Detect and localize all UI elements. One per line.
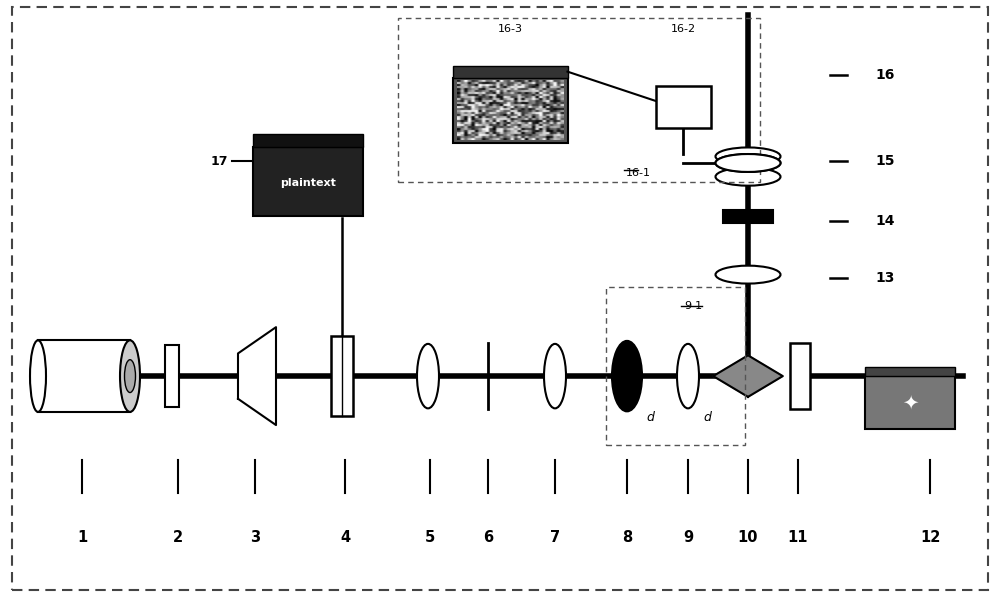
Text: plaintext: plaintext [280,178,336,188]
Text: 13: 13 [875,270,894,285]
Text: 17: 17 [210,155,228,168]
Bar [331,336,353,417]
Text: 1: 1 [77,530,87,545]
Text: 14: 14 [875,214,895,228]
Text: 3: 3 [250,530,260,545]
Text: 15: 15 [875,154,895,168]
Text: 4: 4 [340,530,350,545]
Text: 9: 9 [683,530,693,545]
Text: 10: 10 [738,530,758,545]
Ellipse shape [716,154,780,172]
Bar [452,66,568,78]
Text: 2: 2 [173,530,183,545]
Text: d: d [646,411,654,424]
Text: 9-1: 9-1 [684,301,702,312]
Bar [865,376,955,429]
Text: 5: 5 [425,530,435,545]
Ellipse shape [417,344,439,408]
Ellipse shape [544,344,566,408]
Ellipse shape [612,341,642,411]
Bar [398,18,760,182]
Polygon shape [713,355,783,397]
Ellipse shape [716,154,780,172]
Polygon shape [238,327,276,425]
Text: 6: 6 [483,530,493,545]
Bar [723,210,773,223]
Text: 8: 8 [622,530,632,545]
Ellipse shape [120,340,140,412]
Text: 7: 7 [550,530,560,545]
Text: 16-3: 16-3 [498,24,522,33]
Bar [253,134,363,147]
Ellipse shape [124,359,136,393]
Bar [656,87,711,128]
Bar [790,343,810,409]
Bar [38,340,130,412]
Text: 12: 12 [920,530,940,545]
Ellipse shape [716,168,780,186]
Ellipse shape [30,340,46,412]
Bar [606,287,745,445]
Bar [452,78,568,143]
Ellipse shape [716,147,780,165]
Bar [165,345,179,407]
Bar [253,147,363,216]
Ellipse shape [677,344,699,408]
Text: ✦: ✦ [902,393,918,412]
Text: 11: 11 [788,530,808,545]
Text: 16-2: 16-2 [670,24,696,33]
Ellipse shape [716,266,780,284]
Bar [865,367,955,376]
Text: 16: 16 [875,67,894,82]
Text: 16-1: 16-1 [626,168,650,177]
Text: d: d [703,411,711,424]
